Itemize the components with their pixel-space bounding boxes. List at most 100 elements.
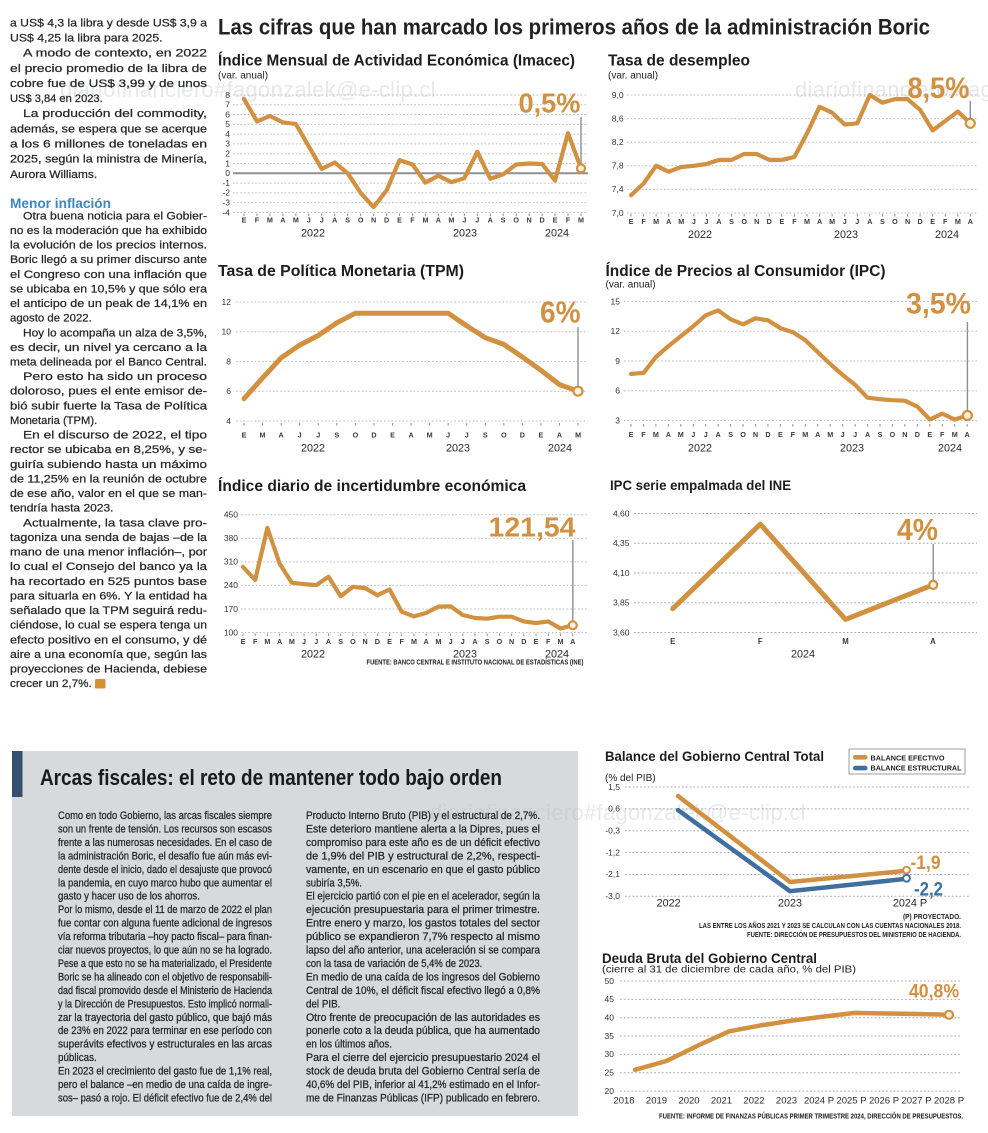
- svg-text:E: E: [778, 430, 783, 439]
- svg-text:0,6: 0,6: [608, 804, 620, 814]
- svg-text:O: O: [513, 216, 519, 225]
- svg-text:vamente, en un escenario en qu: vamente, en un escenario en que el gasto…: [306, 864, 540, 876]
- svg-text:310: 310: [224, 557, 238, 567]
- svg-text:Otro frente de preocupación de: Otro frente de preocupación de las autor…: [306, 1012, 540, 1024]
- svg-text:F: F: [943, 217, 948, 226]
- svg-text:O: O: [740, 430, 746, 439]
- svg-text:2024: 2024: [938, 443, 962, 455]
- svg-text:E: E: [387, 637, 392, 646]
- svg-text:A: A: [424, 637, 429, 646]
- svg-text:-1,2: -1,2: [605, 847, 620, 857]
- svg-text:E: E: [670, 637, 675, 646]
- svg-text:-3,0: -3,0: [605, 891, 620, 901]
- svg-text:además, se espera que se acerq: además, se espera que se acerque: [10, 123, 207, 135]
- svg-text:2026 P: 2026 P: [869, 1096, 899, 1107]
- svg-text:2019: 2019: [646, 1096, 667, 1107]
- svg-text:M: M: [411, 637, 417, 646]
- svg-text:0: 0: [225, 168, 230, 178]
- svg-text:Este deterioro mantiene alerta: Este deterioro mantiene alerta a la Dipr…: [306, 823, 540, 835]
- svg-text:2022: 2022: [301, 228, 325, 240]
- svg-text:40,6% del PIB, inferior al 41,: 40,6% del PIB, inferior al 41,2% estimad…: [306, 1079, 540, 1091]
- svg-text:6%: 6%: [540, 295, 581, 330]
- svg-text:2028 P: 2028 P: [934, 1096, 964, 1107]
- svg-text:A: A: [930, 637, 936, 646]
- svg-text:3: 3: [225, 139, 230, 149]
- svg-text:vía reforma tributaria –hoy pa: vía reforma tributaria –hoy pacto fiscal…: [58, 931, 272, 943]
- svg-text:F: F: [758, 637, 763, 646]
- svg-text:6: 6: [615, 386, 620, 396]
- svg-text:2023: 2023: [453, 649, 477, 661]
- svg-text:la administración Boric, el de: la administración Boric, el desafío fue …: [58, 850, 272, 862]
- svg-text:5: 5: [225, 119, 230, 129]
- svg-text:stock de deuda bruta del Gobie: stock de deuda bruta del Gobierno Centra…: [306, 1066, 540, 1078]
- svg-text:2022: 2022: [688, 443, 712, 455]
- svg-text:121,54: 121,54: [489, 511, 576, 542]
- svg-text:Las cifras que han marcado los: Las cifras que han marcado los primeros …: [218, 15, 930, 40]
- svg-text:Aurora Williams.: Aurora Williams.: [10, 169, 97, 181]
- svg-text:se ubicaba en 10,5% y que sólo: se ubicaba en 10,5% y que sólo era: [10, 283, 208, 295]
- svg-text:efecto positivo en el consumo,: efecto positivo en el consumo, y dé: [10, 634, 207, 646]
- svg-text:En 2023 el crecimiento del gas: En 2023 el crecimiento del gasto fue de …: [58, 1066, 272, 1078]
- svg-text:S: S: [878, 430, 883, 439]
- svg-text:y la Dirección de Presupuestos: y la Dirección de Presupuestos. Esto imp…: [58, 998, 272, 1010]
- svg-text:En el discurso de 2022, el tip: En el discurso de 2022, el tipo: [23, 430, 207, 442]
- svg-text:dad fiscal promovido desde el: dad fiscal promovido desde el Ministerio…: [58, 985, 273, 997]
- svg-text:E: E: [930, 217, 935, 226]
- svg-text:6: 6: [225, 109, 230, 119]
- svg-text:170: 170: [224, 604, 238, 614]
- svg-text:E: E: [553, 216, 558, 225]
- svg-text:2023: 2023: [840, 443, 864, 455]
- svg-text:Central de 10%, el déficit fis: Central de 10%, el déficit fiscal efecti…: [306, 985, 540, 997]
- svg-text:proyecciones de Hacienda, debi: proyecciones de Hacienda, debiese: [10, 664, 207, 676]
- svg-text:subiría 3,5%.: subiría 3,5%.: [306, 877, 362, 889]
- svg-text:20: 20: [605, 1086, 615, 1096]
- svg-text:380: 380: [224, 533, 238, 543]
- svg-text:12: 12: [222, 297, 232, 307]
- svg-text:O: O: [353, 431, 359, 440]
- svg-text:-2,1: -2,1: [605, 869, 620, 879]
- svg-text:-1,9: -1,9: [911, 852, 941, 874]
- svg-text:J: J: [841, 430, 845, 439]
- svg-text:el precio promedio de la libra: el precio promedio de la libra de: [10, 63, 207, 75]
- svg-text:3,60: 3,60: [613, 627, 630, 637]
- svg-text:J: J: [475, 216, 479, 225]
- svg-text:2024: 2024: [548, 443, 572, 455]
- svg-text:E: E: [534, 637, 539, 646]
- svg-text:de 1,9% del PIB y estructural: de 1,9% del PIB y estructural de 2,2%, r…: [306, 850, 540, 862]
- svg-text:ha recortado en 525 puntos bas: ha recortado en 525 puntos base: [10, 576, 207, 588]
- svg-text:a US$ 4,3 la libra y desde US$: a US$ 4,3 la libra y desde US$ 3,9 a: [10, 17, 208, 29]
- svg-text:A: A: [815, 430, 820, 439]
- svg-text:E: E: [539, 431, 544, 440]
- svg-text:E: E: [242, 431, 247, 440]
- svg-text:M: M: [653, 217, 659, 226]
- svg-text:guiría subiendo hasta un máxim: guiría subiendo hasta un máximo: [10, 459, 207, 471]
- svg-text:2024: 2024: [791, 649, 815, 661]
- svg-text:A modo de contexto, en 2022: A modo de contexto, en 2022: [23, 48, 207, 60]
- svg-text:A: A: [436, 216, 441, 225]
- svg-text:8: 8: [226, 356, 231, 366]
- svg-text:(cierre al 31 de diciembre de: (cierre al 31 de diciembre de cada año, …: [602, 964, 856, 976]
- svg-text:F: F: [546, 637, 551, 646]
- svg-text:E: E: [629, 430, 634, 439]
- svg-text:1: 1: [225, 158, 230, 168]
- svg-text:crecer un 2,7%.: crecer un 2,7%.: [10, 678, 92, 690]
- svg-text:F: F: [641, 217, 646, 226]
- svg-text:de ese año, valor en el que se: de ese año, valor en el que se man-: [10, 488, 207, 500]
- svg-text:zar la trayectoria del gasto p: zar la trayectoria del gasto público, qu…: [58, 1012, 272, 1024]
- svg-text:A: A: [488, 216, 493, 225]
- svg-text:40: 40: [605, 1013, 615, 1023]
- svg-text:Boric se ha alineado con el ob: Boric se ha alineado con el objetivo de …: [58, 971, 272, 983]
- svg-text:O: O: [892, 217, 898, 226]
- svg-text:4,35: 4,35: [613, 538, 630, 548]
- svg-text:no es la moderación que ha exh: no es la moderación que ha exhibido: [10, 225, 207, 237]
- svg-text:Tasa de Política Monetaria (TP: Tasa de Política Monetaria (TPM): [218, 263, 464, 280]
- svg-text:S: S: [880, 217, 885, 226]
- svg-text:2022: 2022: [301, 443, 325, 455]
- svg-text:FUENTE: BANCO CENTRAL E INSTIT: FUENTE: BANCO CENTRAL E INSTITUTO NACION…: [367, 658, 584, 667]
- svg-text:N: N: [509, 637, 514, 646]
- svg-text:J: J: [320, 216, 324, 225]
- svg-text:A: A: [326, 637, 331, 646]
- svg-text:E: E: [927, 430, 932, 439]
- svg-text:bió subir fuerte la Tasa de Po: bió subir fuerte la Tasa de Política: [10, 400, 208, 412]
- svg-text:J: J: [855, 217, 859, 226]
